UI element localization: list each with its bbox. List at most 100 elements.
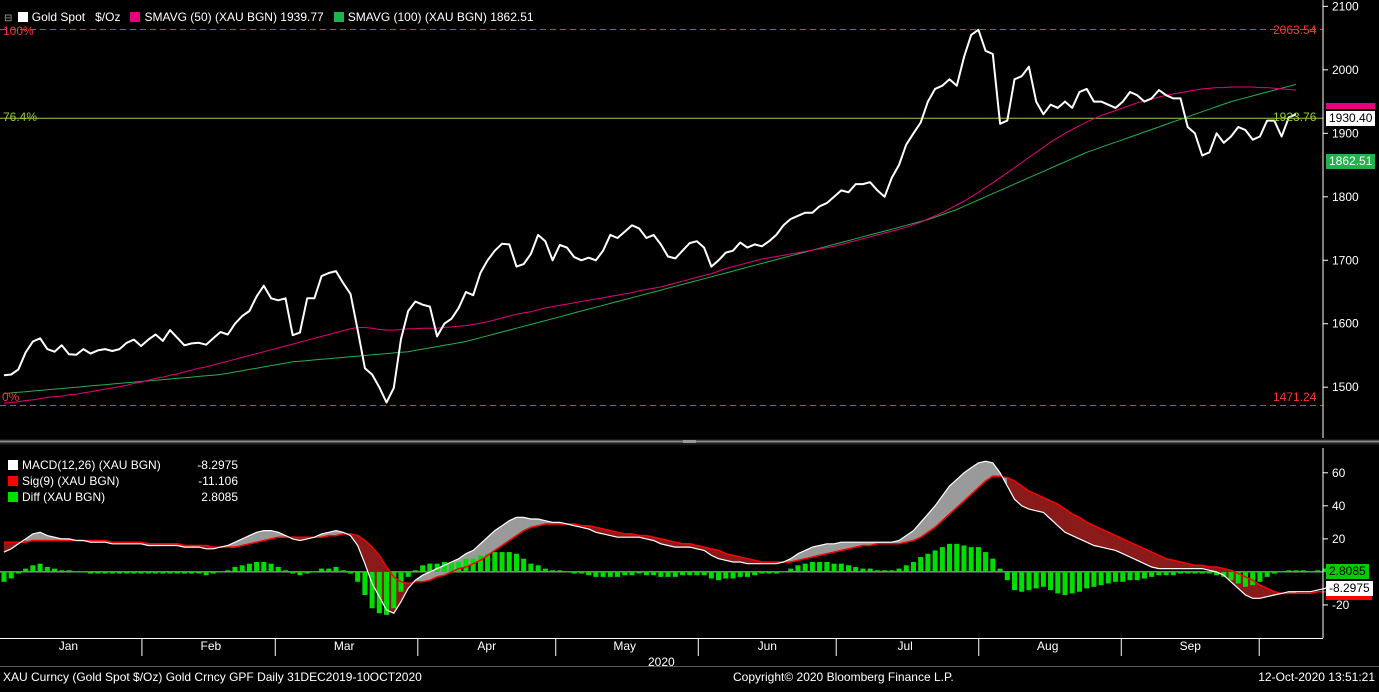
- diff-bar: [102, 571, 108, 574]
- diff-bar: [80, 571, 86, 573]
- diff-bar: [203, 571, 209, 576]
- diff-bar: [1221, 571, 1227, 577]
- diff-bar: [1033, 571, 1039, 589]
- macd-line: [3, 460, 1333, 614]
- legend-value-sig: -11.106: [198, 474, 238, 488]
- diff-bar: [145, 571, 151, 574]
- month-tick-label: Feb: [201, 639, 222, 653]
- diff-bar: [882, 570, 888, 572]
- last-price-tag: 1930.40: [1326, 111, 1376, 126]
- diff-bar: [1004, 571, 1010, 581]
- diff-bar: [586, 571, 592, 576]
- diff-bar: [340, 570, 346, 572]
- diff-bar: [513, 553, 519, 572]
- diff-bar: [1322, 568, 1328, 572]
- legend-label-macd: MACD(12,26) (XAU BGN): [22, 458, 161, 472]
- diff-bar: [109, 571, 115, 574]
- diff-bar: [405, 571, 411, 577]
- diff-bar: [961, 545, 967, 572]
- diff-bar: [701, 571, 707, 576]
- fib-label-100: 100%: [3, 24, 34, 38]
- diff-bar: [896, 568, 902, 572]
- diff-bar: [246, 563, 252, 572]
- diff-bar: [1076, 571, 1082, 592]
- diff-bar: [1300, 570, 1306, 572]
- diff-bar: [521, 558, 527, 572]
- diff-bar: [607, 571, 613, 577]
- diff-bar: [189, 571, 195, 574]
- pane-resize-handle: [683, 440, 696, 443]
- diff-bar: [160, 571, 166, 574]
- diff-bar: [1105, 571, 1111, 584]
- diff-bar: [860, 568, 866, 572]
- legend-swatch-sma100: [333, 12, 344, 22]
- diff-bar: [550, 570, 556, 572]
- diff-bar: [578, 571, 584, 574]
- diff-bar: [939, 547, 945, 572]
- diff-bar: [1315, 570, 1321, 572]
- macd-tag: -8.2975: [1326, 581, 1373, 596]
- diff-bar: [355, 571, 361, 582]
- price-y-tick-label: 2100: [1332, 0, 1359, 13]
- diff-bar: [434, 563, 440, 572]
- diff-bar: [817, 562, 823, 572]
- diff-bar: [1098, 571, 1104, 586]
- diff-bar: [824, 562, 830, 572]
- diff-bar: [600, 571, 606, 577]
- month-tick-label: Aug: [1037, 639, 1058, 653]
- diff-bar: [1214, 571, 1220, 576]
- diff-bar: [290, 571, 296, 574]
- legend-swatch-diff: [8, 492, 18, 502]
- diff-bar: [766, 571, 772, 574]
- diff-bar: [1091, 571, 1097, 587]
- diff-bar: [66, 570, 72, 572]
- diff-bar: [362, 571, 368, 596]
- diff-bar: [1271, 571, 1277, 574]
- macd-signal-fill: [1072, 513, 1080, 540]
- diff-bar: [1048, 571, 1054, 591]
- legend-swatch-price: [17, 12, 28, 22]
- macd-legend-row-sig: Sig(9) (XAU BGN) -11.106: [8, 473, 238, 489]
- diff-bar: [304, 571, 310, 574]
- diff-bar: [672, 571, 678, 577]
- diff-bar: [564, 571, 570, 573]
- footer-timestamp: 12-Oct-2020 13:51:21: [1258, 670, 1375, 684]
- diff-bar: [116, 571, 123, 574]
- month-tick-label: Mar: [334, 639, 355, 653]
- diff-bar: [845, 565, 852, 572]
- diff-bar: [716, 571, 722, 581]
- diff-bar: [124, 571, 130, 574]
- legend-label-diff: Diff (XAU BGN): [22, 490, 106, 504]
- diff-bar: [391, 571, 397, 609]
- diff-bar: [874, 570, 880, 572]
- price-legend: ⊟ Gold Spot $/Oz SMAVG (50) (XAU BGN) 19…: [4, 9, 534, 27]
- diff-bar: [947, 543, 953, 572]
- diff-bar: [1156, 571, 1162, 576]
- diff-bar: [73, 571, 79, 573]
- legend-label-sma50: SMAVG (50) (XAU BGN): [144, 10, 277, 24]
- diff-bar: [326, 568, 332, 572]
- diff-bar: [254, 562, 260, 572]
- diff-bar: [1055, 571, 1061, 594]
- diff-bar: [889, 570, 895, 572]
- diff-bar: [975, 547, 981, 572]
- diff-bar: [412, 570, 418, 572]
- diff-tag: 2.8085: [1326, 564, 1369, 579]
- diff-bar: [311, 571, 317, 573]
- diff-bar: [1235, 571, 1241, 584]
- price-y-tick-label: 1700: [1332, 253, 1359, 267]
- collapse-icon[interactable]: ⊟: [4, 13, 13, 24]
- fib-value-764: 1923.76: [1273, 110, 1317, 124]
- diff-bar: [1264, 571, 1270, 577]
- diff-bar: [477, 555, 483, 572]
- diff-bar: [636, 571, 642, 574]
- diff-bar: [1286, 570, 1292, 572]
- diff-bar: [1206, 571, 1212, 574]
- legend-swatch-macd: [8, 460, 18, 470]
- diff-bar: [268, 563, 274, 572]
- diff-bar: [448, 562, 455, 572]
- diff-bar: [470, 558, 476, 572]
- diff-bar: [1, 571, 7, 582]
- diff-bar: [297, 571, 303, 576]
